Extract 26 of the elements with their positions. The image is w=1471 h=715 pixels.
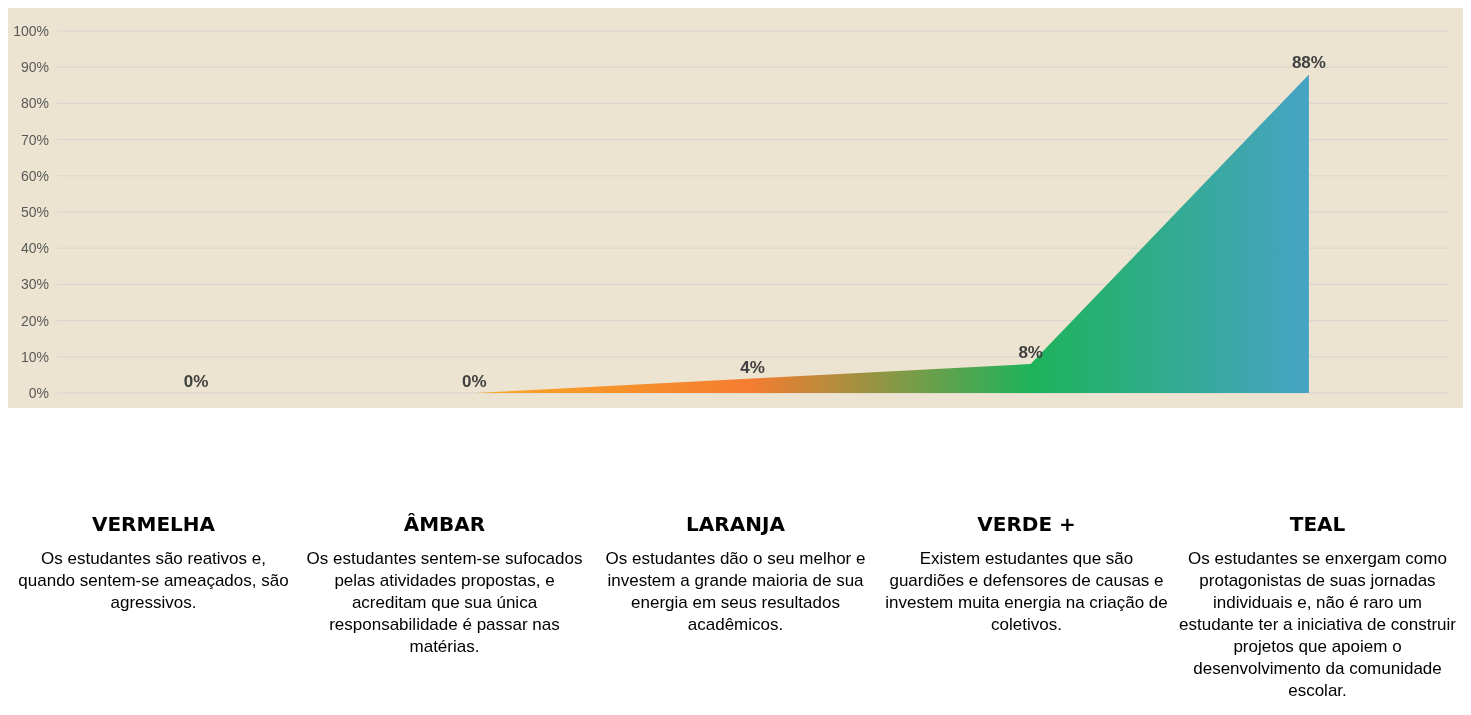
y-tick-label: 30% (20, 276, 49, 293)
y-tick-label: 50% (20, 203, 49, 220)
x-tick-label: ÂMBAR (402, 512, 487, 536)
y-tick-label: 10% (20, 348, 49, 365)
text: Os estudantes são reativos e, quando sentem-se ameaçados, são agressivos. (17, 548, 290, 614)
data-label: 0% (462, 372, 487, 391)
text: Os estudantes dão o seu melhor e investem a grande maioria de sua energia em seus resultados acadêmicos. (604, 548, 867, 636)
y-tick-label: 0% (28, 384, 49, 401)
x-tick-label: TEAL (1288, 512, 1347, 536)
y-tick-label: 70% (20, 131, 49, 148)
x-tick-label: VERDE + (976, 512, 1077, 536)
x-tick-label: LARANJA (685, 512, 786, 536)
data-label: 4% (740, 357, 765, 377)
data-label: 8% (1018, 343, 1043, 363)
y-tick-label: 20% (20, 312, 49, 329)
y-tick-label: 100% (13, 22, 49, 39)
y-tick-label: 90% (20, 59, 49, 76)
text: Os estudantes sentem-se sufocados pelas atividades propostas, e acreditam que sua única responsabilidade é passar nas matérias. (305, 548, 584, 658)
text: Existem estudantes que são guardiões e defensores de causas e investem muita energia na criação de coletivos. (885, 548, 1168, 636)
data-label: 88% (1291, 53, 1326, 73)
x-tick-label: VERMELHA (90, 512, 217, 536)
y-tick-label: 40% (20, 240, 49, 257)
text: Os estudantes se enxergam como protagonistas de suas jornadas individuais e, não é raro um estudante ter a iniciativa de construir projetos que apoiem o desenvolvimento da comunidade escolar. (1178, 548, 1457, 702)
data-label: 0% (183, 372, 209, 391)
y-tick-label: 60% (20, 167, 49, 184)
y-tick-label: 80% (20, 95, 49, 112)
